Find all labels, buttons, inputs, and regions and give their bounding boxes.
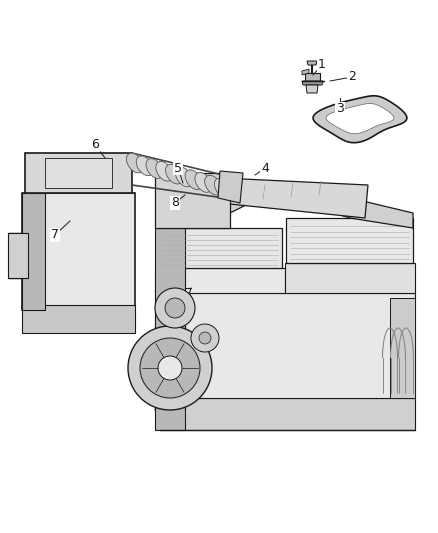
Polygon shape — [286, 218, 413, 263]
Ellipse shape — [156, 161, 173, 181]
Polygon shape — [22, 193, 135, 310]
Polygon shape — [155, 293, 415, 398]
Polygon shape — [22, 193, 45, 310]
Polygon shape — [155, 173, 230, 228]
Polygon shape — [218, 171, 243, 203]
Polygon shape — [302, 69, 309, 75]
Polygon shape — [220, 178, 368, 218]
Polygon shape — [326, 103, 394, 134]
Polygon shape — [313, 96, 407, 143]
Polygon shape — [302, 81, 323, 85]
Ellipse shape — [185, 170, 202, 190]
Text: 4: 4 — [261, 161, 269, 174]
Polygon shape — [45, 158, 112, 188]
Ellipse shape — [127, 153, 144, 173]
Polygon shape — [305, 73, 320, 81]
Polygon shape — [22, 305, 135, 333]
Polygon shape — [160, 398, 415, 430]
Ellipse shape — [166, 164, 183, 184]
Text: 3: 3 — [336, 102, 344, 116]
Circle shape — [165, 298, 185, 318]
Circle shape — [128, 326, 212, 410]
Ellipse shape — [205, 175, 222, 195]
Circle shape — [158, 356, 182, 380]
Ellipse shape — [136, 156, 153, 176]
Ellipse shape — [215, 178, 232, 198]
Circle shape — [155, 288, 195, 328]
Text: 5: 5 — [174, 161, 182, 174]
Polygon shape — [306, 85, 318, 93]
Text: 6: 6 — [91, 139, 99, 151]
Polygon shape — [8, 233, 28, 278]
Ellipse shape — [146, 159, 163, 179]
Polygon shape — [155, 228, 185, 430]
Text: 2: 2 — [348, 70, 356, 84]
Polygon shape — [285, 263, 415, 293]
Text: 1: 1 — [318, 59, 326, 71]
Polygon shape — [155, 268, 285, 293]
Text: 7: 7 — [51, 229, 59, 241]
Circle shape — [191, 324, 219, 352]
Polygon shape — [158, 228, 282, 268]
Text: 8: 8 — [171, 197, 179, 209]
Polygon shape — [200, 185, 413, 228]
Circle shape — [140, 338, 200, 398]
Ellipse shape — [195, 173, 212, 192]
Ellipse shape — [175, 167, 192, 187]
Polygon shape — [307, 61, 317, 65]
Polygon shape — [25, 153, 132, 193]
Polygon shape — [390, 298, 415, 398]
Circle shape — [199, 332, 211, 344]
